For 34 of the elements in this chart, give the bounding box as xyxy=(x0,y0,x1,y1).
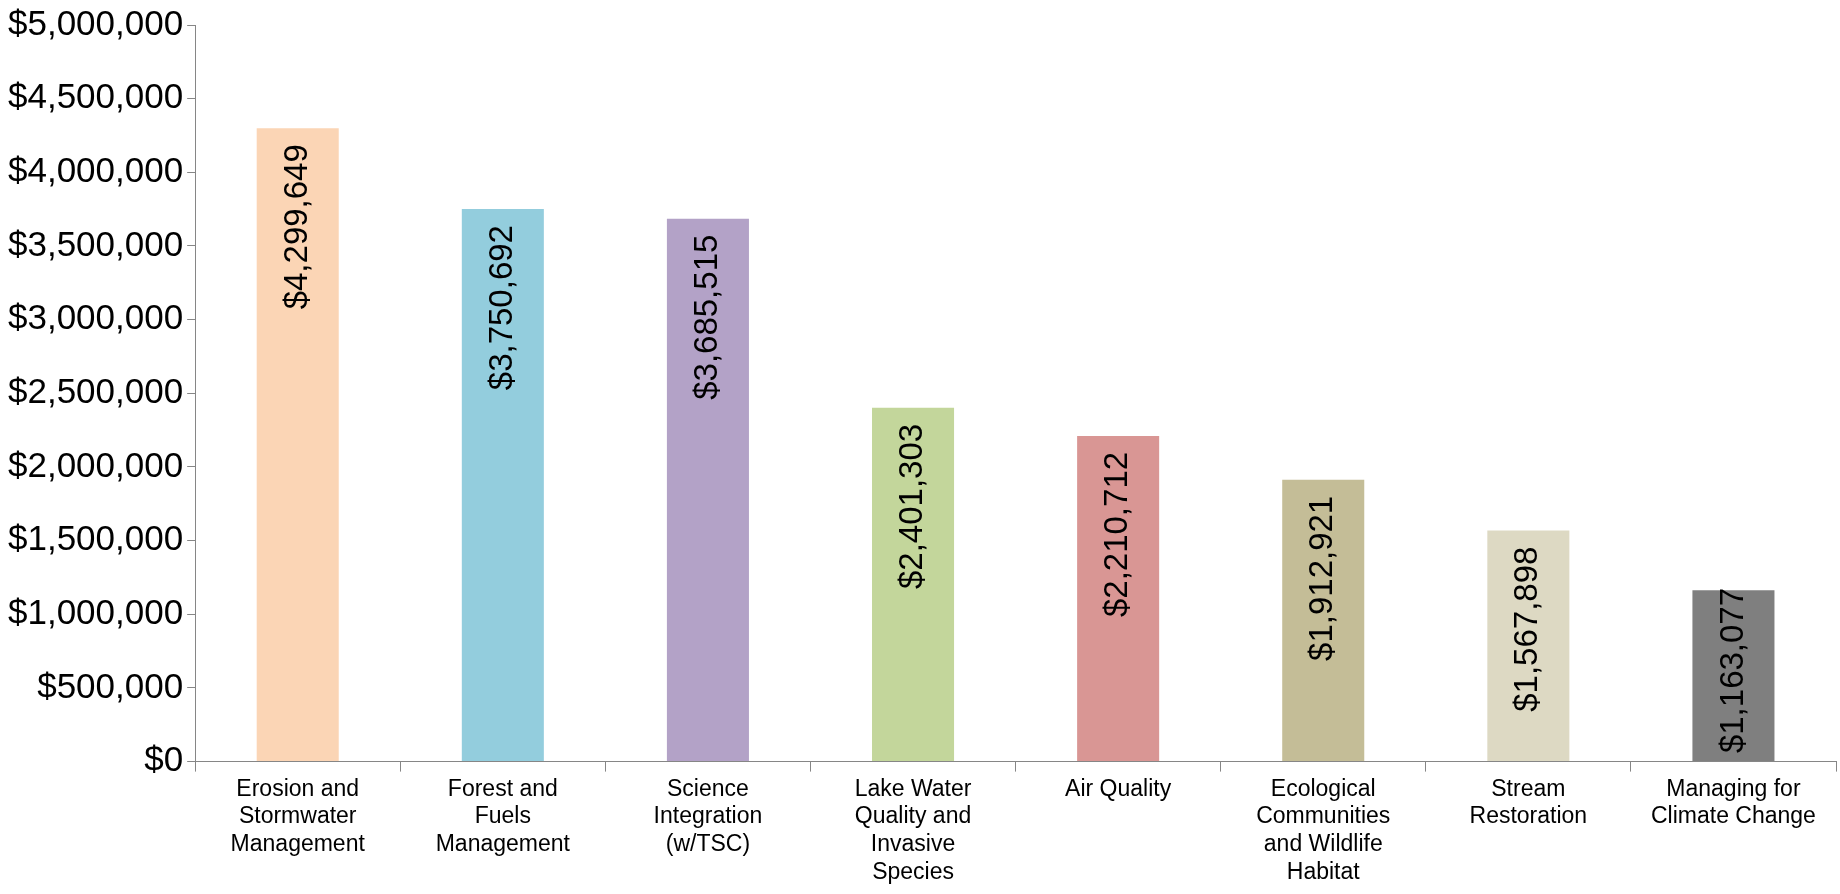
bar xyxy=(872,407,955,762)
data-label: $1,567,898 xyxy=(1507,546,1545,712)
y-tick-label: $2,000,000 xyxy=(8,444,184,484)
data-label: $3,685,515 xyxy=(687,234,725,400)
data-label: $2,210,712 xyxy=(1097,451,1135,618)
data-label: $1,912,921 xyxy=(1302,495,1340,661)
y-tick-label: $1,000,000 xyxy=(8,591,184,631)
bar xyxy=(1487,530,1570,762)
y-tick-label: $3,500,000 xyxy=(8,223,184,263)
data-label: $4,299,649 xyxy=(276,144,314,310)
x-tick-label: Forest and Fuels Management xyxy=(435,774,571,856)
y-tick-label: $500,000 xyxy=(37,665,184,705)
x-tick-label: Science Integration (w/TSC) xyxy=(653,774,763,856)
bar xyxy=(666,218,749,762)
x-tick-label: Erosion and Stormwater Management xyxy=(230,774,366,856)
y-tick-label: $3,000,000 xyxy=(8,297,184,337)
x-tick-label: Air Quality xyxy=(1065,774,1172,801)
y-tick-label: $5,000,000 xyxy=(8,2,184,42)
y-tick-label: $4,000,000 xyxy=(8,149,184,189)
x-tick-label: Lake Water Quality and Invasive Species xyxy=(854,774,972,884)
data-label: $2,401,303 xyxy=(892,423,930,589)
bar xyxy=(1282,479,1365,762)
data-label: $1,163,077 xyxy=(1712,587,1750,754)
bar xyxy=(461,209,544,762)
data-label: $3,750,692 xyxy=(481,225,519,391)
bar xyxy=(1077,435,1160,762)
y-tick-label: $0 xyxy=(144,739,184,779)
x-tick-label: Ecological Communities and Wildlife Habitat xyxy=(1256,774,1391,884)
bar xyxy=(256,128,339,762)
y-tick-label: $4,500,000 xyxy=(8,76,184,116)
y-tick-label: $2,500,000 xyxy=(8,370,184,410)
y-tick-label: $1,500,000 xyxy=(8,518,184,558)
x-tick-label: Managing for Climate Change xyxy=(1650,774,1816,829)
x-tick-label: Stream Restoration xyxy=(1469,774,1588,829)
